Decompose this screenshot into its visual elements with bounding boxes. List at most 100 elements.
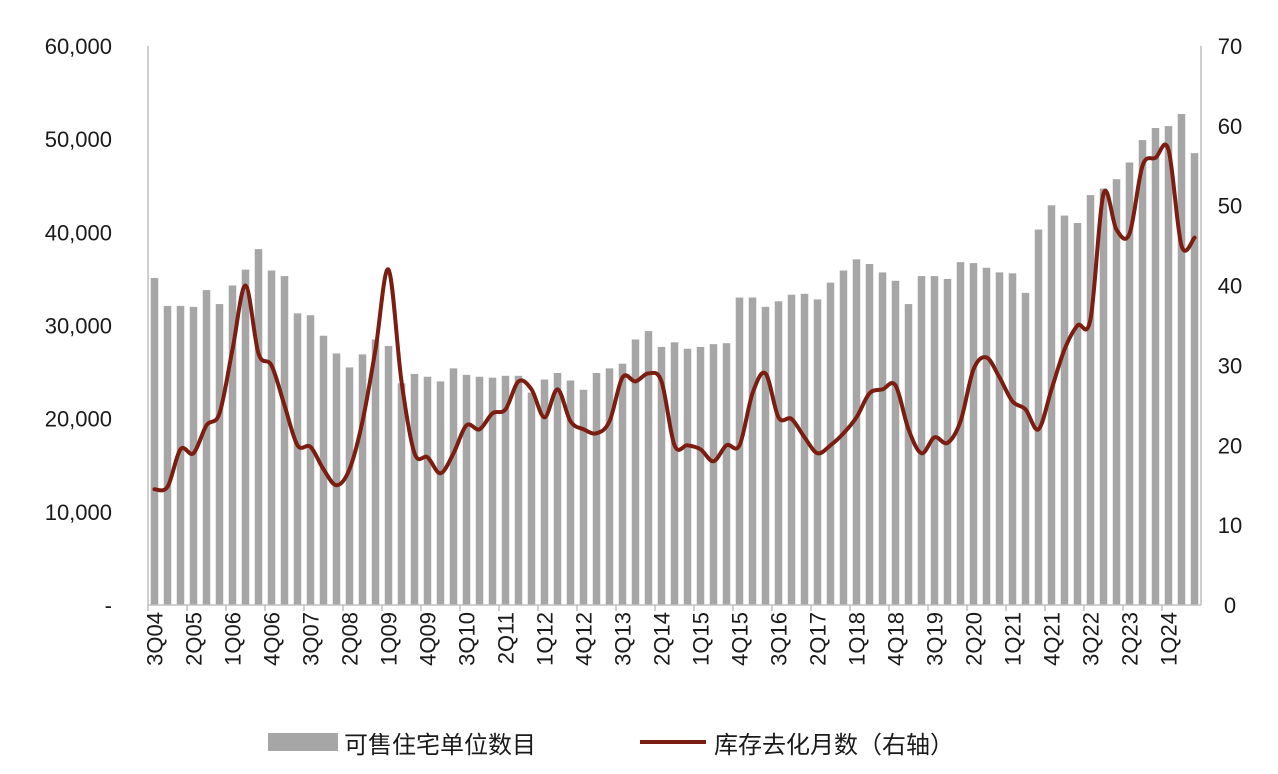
x-tick-label: 2Q17 — [806, 612, 831, 666]
bar-1Q08 — [332, 353, 341, 605]
x-tick-label: 2Q08 — [338, 612, 363, 666]
bar-3Q07 — [306, 315, 315, 605]
bar-3Q20 — [982, 267, 991, 605]
x-tick-label: 2Q14 — [650, 612, 675, 666]
bar-2Q10 — [449, 368, 458, 605]
left-tick-label: 60,000 — [45, 34, 112, 59]
legend-item-bars: 可售住宅单位数目 — [268, 722, 536, 762]
x-tick-label: 1Q09 — [377, 612, 402, 666]
bar-4Q22 — [1099, 188, 1108, 606]
bar-4Q20 — [995, 272, 1004, 605]
x-axis-ticks — [147, 605, 1163, 611]
x-tick-label: 3Q13 — [611, 612, 636, 666]
bar-2Q18 — [865, 264, 874, 605]
bar-4Q15 — [735, 297, 744, 605]
x-tick-label: 4Q09 — [416, 612, 441, 666]
x-tick-label: 3Q10 — [455, 612, 480, 666]
x-tick-label: 4Q15 — [728, 612, 753, 666]
bar-3Q21 — [1034, 229, 1043, 606]
legend-bar-label: 可售住宅单位数目 — [344, 730, 536, 759]
bar-series — [150, 114, 1199, 606]
bar-4Q14 — [683, 348, 692, 605]
legend: 可售住宅单位数目 库存去化月数（右轴） — [0, 722, 1278, 762]
bar-4Q05 — [215, 304, 224, 605]
bar-1Q24 — [1164, 126, 1173, 606]
x-tick-label: 2Q20 — [962, 612, 987, 666]
bar-1Q18 — [852, 259, 861, 605]
bar-1Q15 — [696, 346, 705, 605]
bar-1Q07 — [280, 276, 289, 605]
left-tick-label: 10,000 — [45, 500, 112, 525]
bar-3Q05 — [202, 290, 211, 605]
legend-line-swatch — [640, 740, 706, 744]
bar-2Q16 — [761, 306, 770, 605]
x-tick-label: 4Q06 — [260, 612, 285, 666]
axes — [147, 46, 1202, 606]
bar-4Q17 — [839, 270, 848, 605]
x-tick-label: 1Q15 — [689, 612, 714, 666]
bar-3Q22 — [1086, 195, 1095, 605]
bar-1Q20 — [956, 262, 965, 605]
bar-2Q23 — [1125, 162, 1134, 605]
x-tick-label: 1Q18 — [845, 612, 870, 666]
bar-1Q21 — [1008, 273, 1017, 605]
bar-4Q04 — [163, 305, 172, 605]
x-tick-label: 3Q16 — [767, 612, 792, 666]
bar-3Q18 — [878, 272, 887, 605]
bar-4Q06 — [267, 270, 276, 605]
bar-3Q06 — [254, 249, 263, 605]
left-tick-label: 40,000 — [45, 220, 112, 245]
x-tick-label: 1Q24 — [1157, 612, 1182, 666]
bar-2Q06 — [241, 269, 250, 605]
bar-3Q10 — [462, 374, 471, 605]
bar-1Q13 — [592, 373, 601, 605]
right-tick-label: 10 — [1218, 513, 1242, 538]
right-tick-label: 50 — [1218, 194, 1242, 219]
x-tick-label: 3Q04 — [143, 612, 168, 666]
legend-bar-swatch — [268, 733, 338, 751]
bar-1Q10 — [436, 381, 445, 605]
bar-4Q12 — [579, 389, 588, 605]
bar-4Q10 — [475, 376, 484, 605]
bar-1Q05 — [176, 305, 185, 605]
legend-item-line: 库存去化月数（右轴） — [640, 722, 954, 762]
bar-2Q12 — [553, 373, 562, 605]
bar-4Q16 — [787, 294, 796, 605]
left-tick-label: - — [105, 593, 112, 618]
bar-1Q12 — [540, 379, 549, 605]
right-tick-label: 20 — [1218, 433, 1242, 458]
x-tick-label: 1Q06 — [221, 612, 246, 666]
bar-1Q14 — [644, 331, 653, 605]
bar-2Q22 — [1073, 223, 1082, 605]
bar-2Q05 — [189, 306, 198, 605]
bar-4Q11 — [527, 392, 536, 605]
bar-3Q13 — [618, 363, 627, 605]
bar-2Q07 — [293, 313, 302, 605]
bar-3Q08 — [358, 354, 367, 605]
bar-2Q11 — [501, 375, 510, 605]
bar-4Q18 — [891, 280, 900, 605]
bar-3Q12 — [566, 380, 575, 605]
bar-4Q09 — [423, 376, 432, 605]
bar-4Q23 — [1151, 127, 1160, 606]
bar-3Q23 — [1138, 140, 1147, 605]
bar-1Q11 — [488, 377, 497, 605]
bar-1Q22 — [1060, 215, 1069, 605]
x-tick-label: 4Q12 — [572, 612, 597, 666]
legend-line-label: 库存去化月数（右轴） — [714, 730, 954, 759]
right-tick-label: 40 — [1218, 274, 1242, 299]
bar-4Q13 — [631, 339, 640, 605]
x-tick-label: 3Q07 — [299, 612, 324, 666]
bar-3Q14 — [670, 342, 679, 605]
bar-2Q21 — [1021, 292, 1030, 605]
bar-3Q16 — [774, 301, 783, 605]
bar-2Q08 — [345, 367, 354, 605]
bar-2Q09 — [397, 383, 406, 605]
bar-3Q11 — [514, 375, 523, 605]
bar-2Q15 — [709, 344, 718, 605]
x-tick-label: 3Q19 — [923, 612, 948, 666]
bar-1Q17 — [800, 293, 809, 605]
left-tick-label: 30,000 — [45, 314, 112, 339]
bar-2Q19 — [917, 276, 926, 605]
bar-3Q04 — [150, 277, 159, 605]
